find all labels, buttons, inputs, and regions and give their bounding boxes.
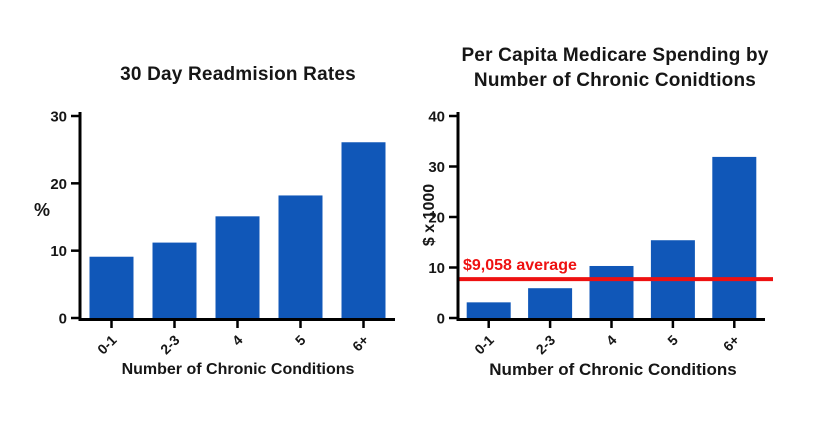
bar-0-1 [466, 302, 511, 318]
average-line-label: $9,058 average [463, 257, 577, 274]
y-tick-label: 0 [59, 311, 67, 328]
x-tick-label: 6+ [349, 332, 372, 355]
bar-5 [278, 195, 323, 318]
x-tick-label: 0-1 [471, 332, 497, 358]
bar-6+ [712, 156, 757, 318]
bar-4 [589, 265, 634, 318]
x-tick-label: 6+ [720, 332, 743, 355]
y-tick-label: 0 [437, 311, 445, 328]
y-tick-label: 30 [50, 109, 67, 126]
bar-2-3 [152, 242, 197, 318]
bar-4 [215, 216, 260, 318]
y-tick-label: 20 [50, 176, 67, 193]
x-tick-label: 5 [292, 332, 309, 349]
spending-chart-plot: 0 10 20 30 40 0-1 2-3 4 5 6+ $9,058 average [428, 109, 773, 358]
left-chart-title: 30 Day Readmision Rates [120, 64, 356, 85]
y-tick-label: 30 [428, 159, 445, 176]
left-y-axis-label: % [34, 200, 51, 220]
left-x-axis-label: Number of Chronic Conditions [121, 361, 355, 378]
right-y-axis-label: $ x 1000 [421, 183, 438, 247]
x-tick-label: 5 [664, 332, 681, 349]
readmission-chart-plot: 0 10 20 30 0-1 2-3 4 5 6+ [50, 109, 395, 358]
x-tick-label: 4 [229, 332, 246, 349]
bar-0-1 [89, 256, 134, 318]
x-tick-label: 4 [603, 332, 620, 349]
x-tick-label: 2-3 [157, 332, 183, 358]
y-tick-label: 20 [428, 210, 445, 227]
y-tick-label: 10 [50, 243, 67, 260]
x-tick-label: 2-3 [533, 332, 559, 358]
right-chart-title: Per Capita Medicare Spending by Number o… [461, 45, 769, 91]
bar-6+ [341, 142, 386, 318]
y-tick-label: 10 [428, 260, 445, 277]
bar-2-3 [528, 288, 573, 318]
right-x-axis-label: Number of Chronic Conditions [489, 360, 737, 379]
y-tick-label: 40 [428, 109, 445, 126]
x-tick-label: 0-1 [94, 332, 120, 358]
